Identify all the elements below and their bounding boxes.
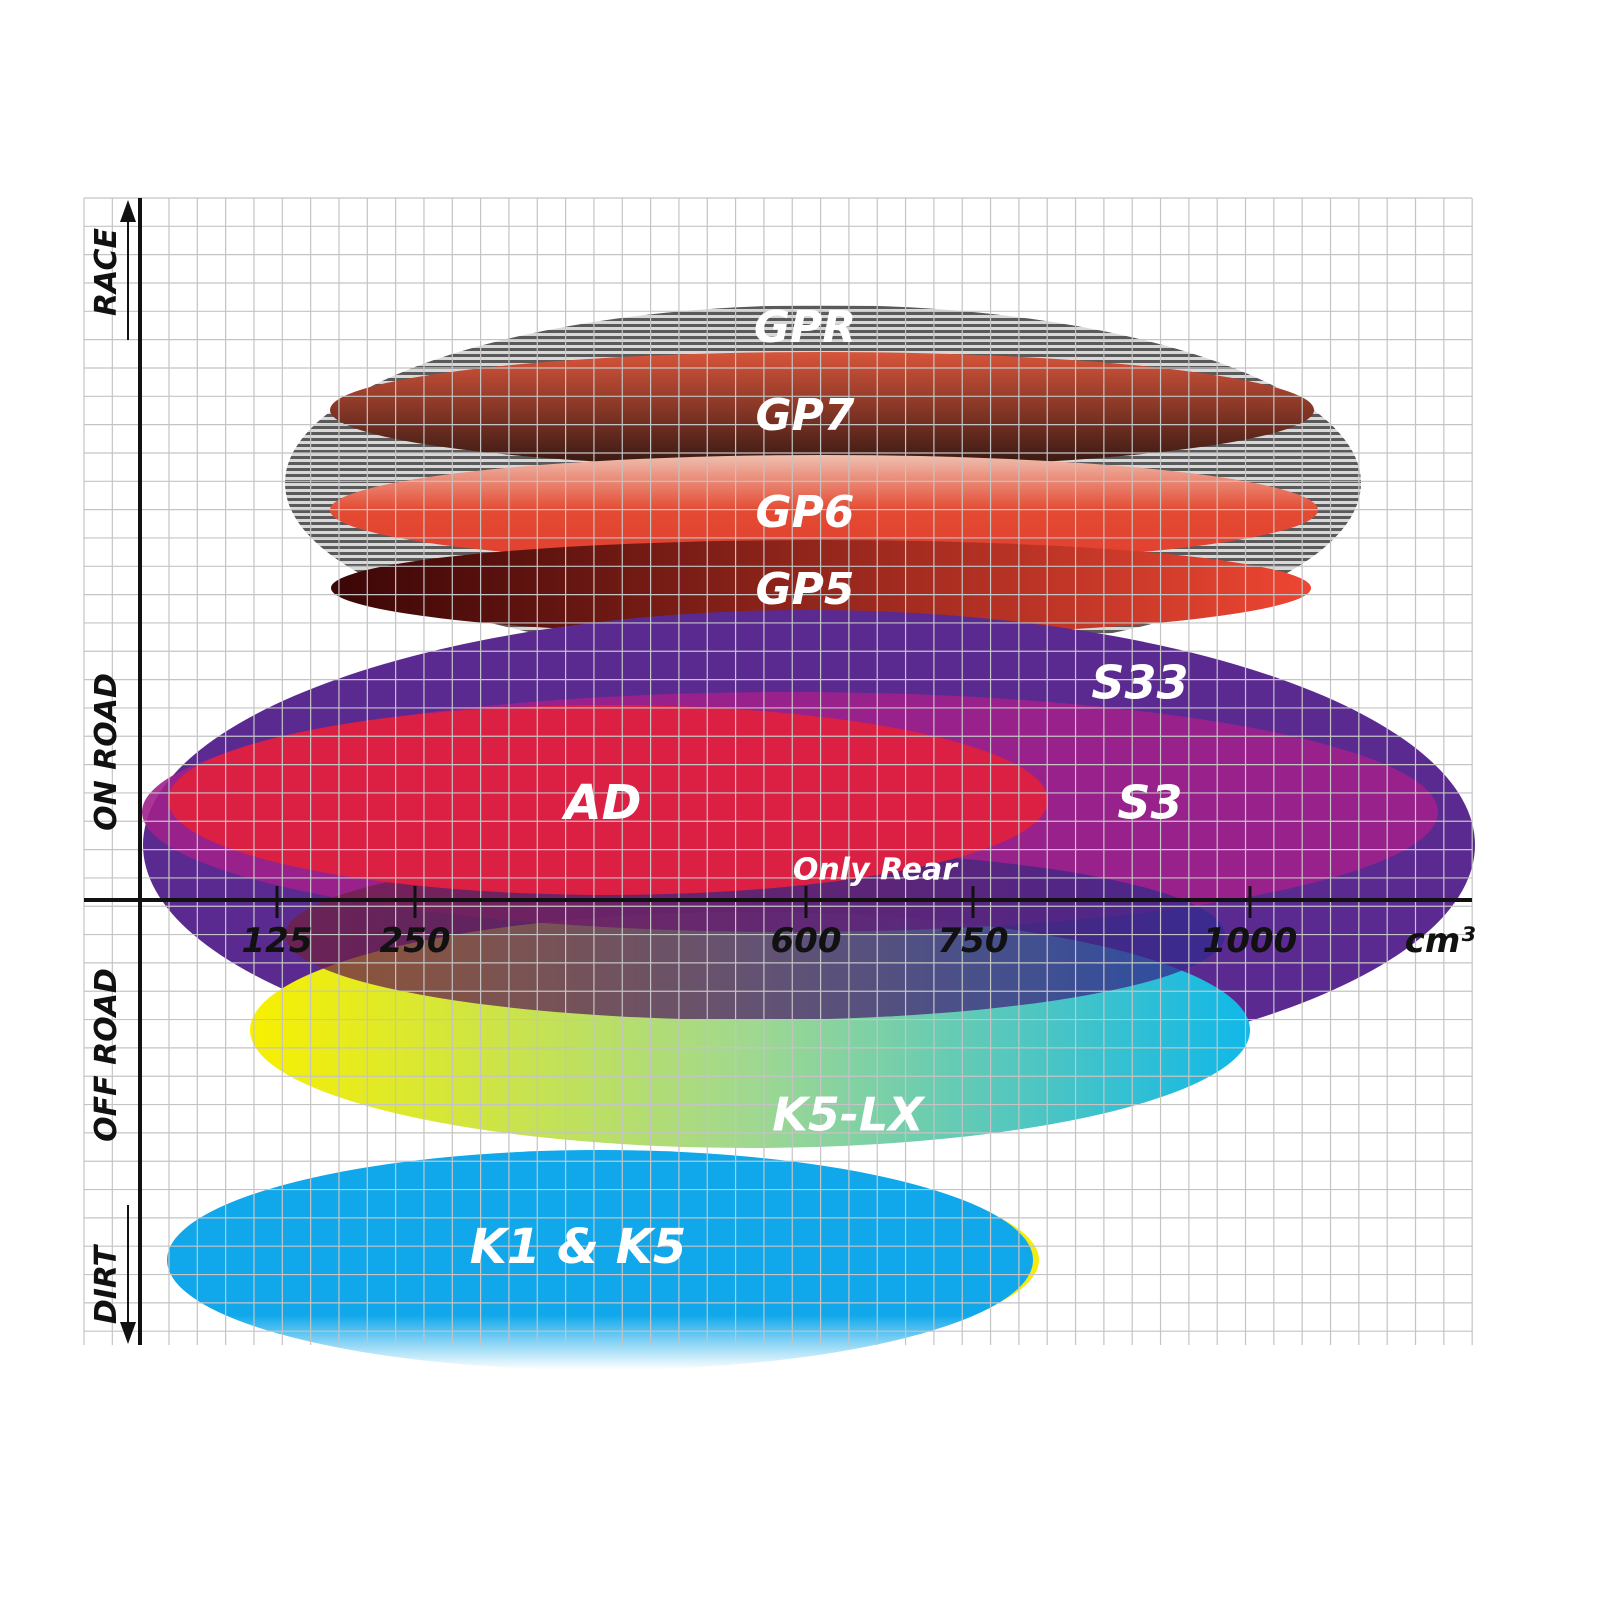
x-tick-label: 125 [242,921,313,961]
range-k1-k5 [167,1150,1033,1370]
x-tick-label: 1000 [1203,921,1298,961]
range-ad [168,705,1048,895]
y-label-race: RACE [89,228,124,316]
label-gpr: GPR [754,302,856,353]
label-s3: S3 [1117,776,1182,830]
y-label-on-road: ON ROAD [89,673,124,831]
y-label-off-road: OFF ROAD [89,968,124,1142]
x-axis-unit: cm³ [1405,921,1476,961]
label-only-rear: Only Rear [793,853,959,888]
label-gp5: GP5 [756,564,855,615]
x-tick-label: 750 [938,921,1009,961]
y-label-dirt: DIRT [89,1243,124,1324]
label-gp7: GP7 [756,390,855,441]
label-gp6: GP6 [756,487,855,538]
label-k5-lx: K5-LX [772,1088,926,1142]
race-arrowhead-icon [120,200,136,222]
x-tick-label: 250 [380,921,451,961]
dirt-arrowhead-icon [120,1322,136,1344]
label-k1-k5: K1 & K5 [470,1219,686,1275]
range-gp7 [330,352,1314,468]
x-tick-label: 600 [771,921,842,961]
label-s33: S33 [1091,656,1188,710]
label-ad: AD [561,775,642,831]
